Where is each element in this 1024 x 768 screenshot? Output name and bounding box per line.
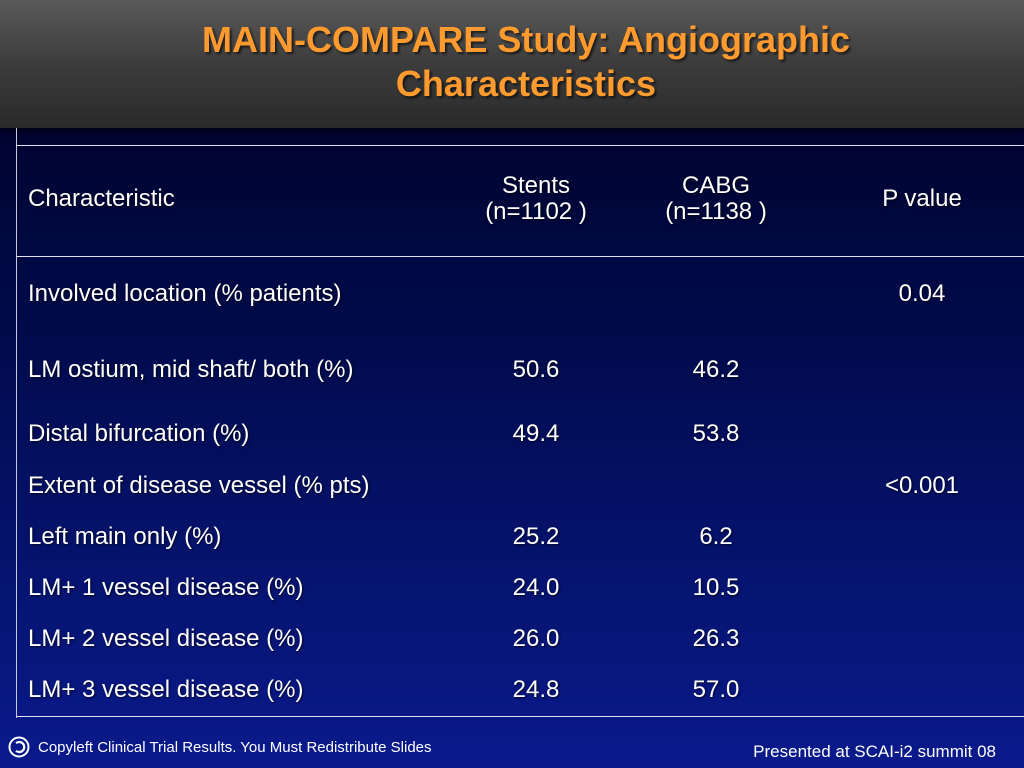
header-cabg-line1: CABG xyxy=(681,172,750,199)
slide-title-line1: MAIN-COMPARE Study: Angiographic xyxy=(202,19,850,60)
header-cabg: CABG (n=1138 ) xyxy=(626,173,806,225)
presented-at-text: Presented at SCAI-i2 summit 08 xyxy=(753,742,996,761)
row-cabg: 10.5 xyxy=(692,574,740,601)
header-p-value: P value xyxy=(882,185,962,212)
row-p-value: 0.04 xyxy=(898,280,946,307)
row-cabg: 46.2 xyxy=(692,356,740,383)
row-label: LM+ 2 vessel disease (%) xyxy=(28,625,304,652)
row-label: LM+ 1 vessel disease (%) xyxy=(28,574,304,601)
slide-title: MAIN-COMPARE Study: Angiographic Charact… xyxy=(0,18,1024,106)
header-stents-line2: (n=1102 ) xyxy=(485,198,587,225)
table-top-rule xyxy=(16,145,1024,146)
table-bottom-rule xyxy=(16,716,1024,717)
slide-title-line2: Characteristics xyxy=(395,63,657,104)
table-header-rule xyxy=(16,256,1024,257)
row-stents: 49.4 xyxy=(512,420,560,447)
title-bar xyxy=(0,0,1024,128)
row-label: LM+ 3 vessel disease (%) xyxy=(28,676,304,703)
header-stents-line1: Stents xyxy=(501,172,571,199)
row-stents: 24.8 xyxy=(512,676,560,703)
row-cabg: 57.0 xyxy=(692,676,740,703)
row-label: Distal bifurcation (%) xyxy=(28,420,250,447)
row-cabg: 53.8 xyxy=(692,420,740,447)
row-label: Left main only (%) xyxy=(28,523,222,550)
row-stents: 25.2 xyxy=(512,523,560,550)
left-rule xyxy=(16,128,17,718)
copyleft-icon xyxy=(8,736,30,758)
header-characteristic: Characteristic xyxy=(28,185,175,212)
row-cabg: 26.3 xyxy=(692,625,740,652)
copyleft-text: Copyleft Clinical Trial Results. You Mus… xyxy=(38,738,432,756)
row-label: LM ostium, mid shaft/ both (%) xyxy=(28,356,354,383)
header-stents: Stents (n=1102 ) xyxy=(446,173,626,225)
header-cabg-line2: (n=1138 ) xyxy=(665,198,767,225)
row-label: Involved location (% patients) xyxy=(28,280,342,307)
row-label: Extent of disease vessel (% pts) xyxy=(28,472,370,499)
row-cabg: 6.2 xyxy=(699,523,733,550)
row-stents: 50.6 xyxy=(512,356,560,383)
row-stents: 24.0 xyxy=(512,574,560,601)
footer-copyleft: Copyleft Clinical Trial Results. You Mus… xyxy=(8,734,432,760)
row-p-value: <0.001 xyxy=(884,472,960,499)
row-stents: 26.0 xyxy=(512,625,560,652)
